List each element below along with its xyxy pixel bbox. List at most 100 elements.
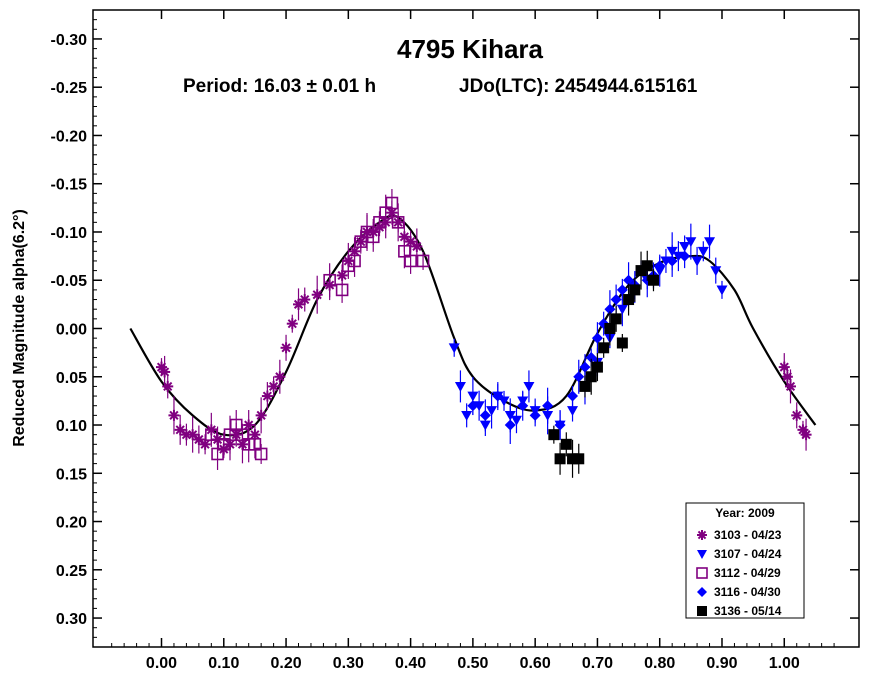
y-axis: -0.30 -0.25 -0.20 -0.15 -0.10 -0.05 0.00 0.05 0.… xyxy=(51,9,859,648)
data-point xyxy=(666,255,678,267)
legend-box xyxy=(685,502,805,619)
data-point xyxy=(492,390,504,402)
data-point xyxy=(416,254,430,268)
data-point xyxy=(254,447,268,461)
data-point xyxy=(784,380,796,392)
data-point xyxy=(704,237,716,248)
y-tick-label: 0.20 xyxy=(56,515,87,532)
data-point xyxy=(604,323,616,334)
asterisk-stroke xyxy=(200,439,210,449)
x-tick-label: 0.30 xyxy=(333,655,364,672)
y-tick-label: -0.30 xyxy=(51,32,88,49)
data-point xyxy=(567,390,579,402)
data-point xyxy=(486,406,498,417)
data-point xyxy=(162,380,174,392)
legend-marker xyxy=(697,550,707,559)
legend-marker xyxy=(697,587,707,597)
asterisk-stroke xyxy=(287,319,297,329)
asterisk-stroke xyxy=(188,430,198,440)
x-tick-label: 0.60 xyxy=(520,655,551,672)
data-point xyxy=(647,274,659,286)
data-point xyxy=(467,400,479,412)
asterisk-stroke xyxy=(300,294,310,305)
x-tick-label: 0.90 xyxy=(706,655,737,672)
data-point xyxy=(498,396,510,407)
data-point xyxy=(517,400,529,412)
data-point xyxy=(781,371,793,383)
data-point xyxy=(348,254,361,268)
data-point xyxy=(461,410,473,421)
asterisk-stroke xyxy=(262,391,272,401)
data-point xyxy=(504,419,516,431)
y-tick-label: 0.15 xyxy=(56,466,87,483)
data-point xyxy=(385,196,399,210)
data-point xyxy=(585,371,597,383)
data-point xyxy=(311,289,323,301)
data-point xyxy=(168,409,180,421)
asterisk-stroke xyxy=(779,362,789,372)
data-point xyxy=(585,351,597,363)
data-point xyxy=(548,429,560,441)
data-point xyxy=(554,453,566,465)
y-tick-label: -0.25 xyxy=(51,80,88,97)
data-point xyxy=(591,361,603,373)
data-point xyxy=(280,342,292,354)
y-tick-label: 0.25 xyxy=(56,563,87,580)
period-text: Period: 16.03 ± 0.01 h xyxy=(183,76,376,97)
asterisk-stroke xyxy=(275,372,285,382)
data-point xyxy=(616,337,628,349)
data-point xyxy=(205,428,218,441)
asterisk-stroke xyxy=(412,241,422,252)
data-point xyxy=(467,391,479,402)
asterisk-stroke xyxy=(160,367,170,377)
data-point xyxy=(573,453,585,465)
data-point xyxy=(616,284,628,296)
data-point xyxy=(604,303,616,315)
asterisk-stroke xyxy=(194,434,204,445)
y-axis-label: Reduced Magnitude alpha(6.2°) xyxy=(11,209,28,447)
data-point xyxy=(523,382,535,392)
data-point xyxy=(411,240,423,252)
data-point xyxy=(159,366,171,378)
y-tick-label: 0.30 xyxy=(56,611,87,628)
data-point xyxy=(623,294,635,306)
data-point xyxy=(610,294,622,306)
asterisk-stroke xyxy=(312,290,322,300)
asterisk-stroke xyxy=(169,410,179,420)
data-point xyxy=(716,285,728,296)
data-point xyxy=(261,390,273,402)
data-point xyxy=(579,361,591,373)
x-tick-label: 0.20 xyxy=(270,655,301,672)
data-point xyxy=(679,250,691,262)
data-point xyxy=(791,409,803,421)
series-group xyxy=(548,250,659,478)
data-point xyxy=(654,260,666,272)
data-point xyxy=(323,273,336,287)
data-point xyxy=(243,419,255,431)
data-point xyxy=(554,419,566,431)
data-point xyxy=(299,294,311,306)
data-point xyxy=(391,216,405,229)
y-tick-label: 0.10 xyxy=(56,418,87,435)
x-tick-label: 0.10 xyxy=(208,655,239,672)
x-tick-label: 0.40 xyxy=(395,655,426,672)
data-point xyxy=(691,256,703,267)
legend-entry: 3136 - 05/14 xyxy=(714,604,782,618)
data-point xyxy=(591,332,603,344)
series-group xyxy=(205,189,430,470)
data-point xyxy=(199,438,211,450)
asterisk-stroke xyxy=(792,410,802,420)
data-point xyxy=(573,371,585,383)
y-tick-label: -0.20 xyxy=(51,128,88,145)
asterisk-stroke xyxy=(175,425,185,435)
asterisk-stroke xyxy=(801,430,811,440)
asterisk-stroke xyxy=(163,381,173,392)
data-point xyxy=(567,406,579,417)
asterisk-stroke xyxy=(406,237,416,247)
asterisk-stroke xyxy=(697,530,707,540)
y-tick-label: -0.10 xyxy=(51,225,88,242)
asterisk-stroke xyxy=(337,270,347,281)
data-point xyxy=(479,409,491,421)
data-point xyxy=(685,237,697,248)
x-tick-label: 0.50 xyxy=(457,655,488,672)
